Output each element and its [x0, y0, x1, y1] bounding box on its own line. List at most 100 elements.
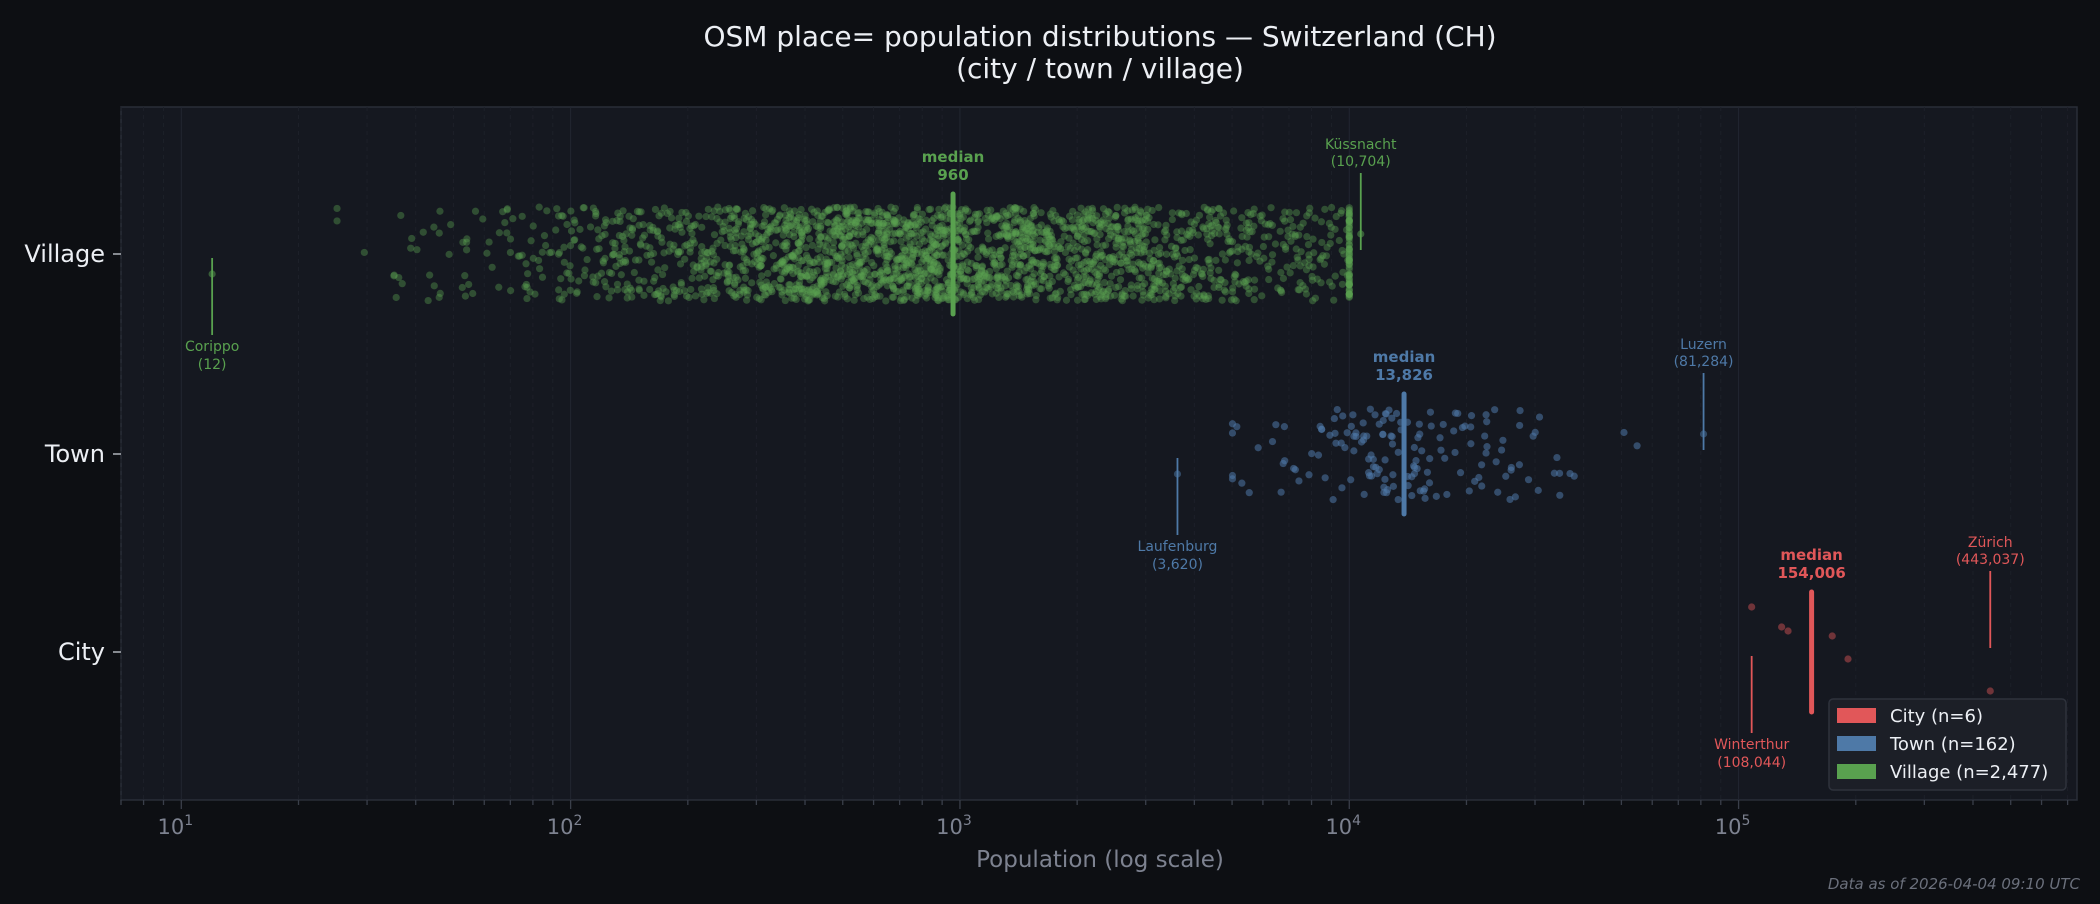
data-point [831, 222, 839, 230]
data-point [823, 292, 831, 300]
data-point [889, 270, 898, 278]
data-point [1238, 214, 1246, 222]
data-point [927, 274, 935, 282]
data-point [1215, 204, 1223, 212]
data-point [821, 297, 829, 305]
data-point [932, 241, 940, 249]
chart-title: OSM place= population distributions — Sw… [703, 20, 1496, 53]
data-point [1325, 219, 1333, 227]
data-point [1360, 490, 1368, 499]
data-point [759, 285, 767, 293]
data-point [1131, 205, 1139, 213]
data-point [975, 270, 983, 278]
data-point [1373, 470, 1381, 478]
data-point [907, 221, 915, 229]
data-point [1138, 296, 1146, 304]
data-point [922, 290, 930, 298]
data-point [672, 286, 681, 295]
data-point [1345, 221, 1353, 229]
data-point [786, 210, 795, 218]
data-point [616, 212, 624, 220]
data-point [1265, 233, 1273, 241]
data-point [983, 206, 991, 214]
data-point [1173, 228, 1181, 236]
data-point [1079, 279, 1087, 287]
data-point [1127, 246, 1135, 254]
data-point [655, 212, 663, 220]
data-point [1088, 211, 1096, 219]
data-point [854, 257, 862, 266]
data-point [918, 210, 926, 218]
data-point [856, 258, 864, 267]
data-point [1535, 413, 1544, 421]
data-point [1038, 228, 1046, 236]
data-point [787, 252, 795, 260]
data-point [1190, 266, 1199, 274]
data-point [717, 236, 725, 244]
median-value: 13,826 [1375, 366, 1433, 384]
data-point [975, 283, 983, 292]
data-point [859, 231, 867, 239]
data-point [1221, 288, 1230, 296]
data-point [670, 292, 679, 301]
data-point [507, 287, 515, 295]
data-point [1134, 234, 1142, 242]
data-point [944, 281, 952, 289]
data-point [930, 240, 938, 248]
data-point [674, 220, 682, 229]
data-point [797, 229, 806, 237]
data-point [900, 261, 908, 269]
data-point [886, 225, 894, 233]
data-point [901, 255, 910, 263]
data-point [767, 225, 775, 233]
data-point [739, 266, 747, 275]
data-point [1231, 270, 1239, 278]
data-point [689, 236, 697, 244]
data-point [930, 266, 938, 274]
data-point [1313, 275, 1321, 283]
data-point [902, 224, 910, 232]
data-point [710, 259, 718, 267]
data-point [907, 259, 915, 267]
data-point [708, 213, 716, 221]
data-point [676, 260, 685, 268]
median-value: 960 [937, 166, 968, 184]
data-point [1279, 459, 1287, 468]
data-point [754, 247, 763, 255]
data-point [1426, 455, 1434, 463]
data-point [1104, 219, 1112, 228]
data-point [471, 207, 480, 215]
data-point [1414, 434, 1422, 442]
data-point [729, 247, 738, 255]
data-point [996, 232, 1004, 240]
data-point [996, 247, 1004, 255]
data-point [1155, 276, 1163, 284]
data-point [1029, 244, 1037, 252]
data-point [619, 258, 627, 266]
data-point [600, 222, 608, 230]
data-point [1295, 477, 1303, 485]
data-point [883, 268, 891, 276]
data-point [1350, 447, 1358, 455]
data-point [846, 262, 854, 270]
data-point [955, 247, 963, 255]
data-point [838, 218, 846, 226]
data-point [873, 292, 881, 300]
data-point [1556, 491, 1564, 499]
data-point [1345, 223, 1353, 232]
data-point [1154, 260, 1162, 268]
data-point [883, 228, 891, 236]
data-point [890, 217, 898, 225]
data-point [798, 231, 806, 239]
data-point [1465, 487, 1473, 495]
data-point [757, 262, 765, 270]
data-point [599, 257, 607, 265]
data-point [1138, 216, 1146, 224]
data-point [801, 295, 809, 303]
data-point [778, 258, 786, 266]
data-point [813, 287, 821, 295]
data-point [974, 271, 983, 279]
data-point [980, 277, 988, 285]
y-tick-label: Town [44, 440, 105, 468]
data-point [852, 239, 860, 247]
